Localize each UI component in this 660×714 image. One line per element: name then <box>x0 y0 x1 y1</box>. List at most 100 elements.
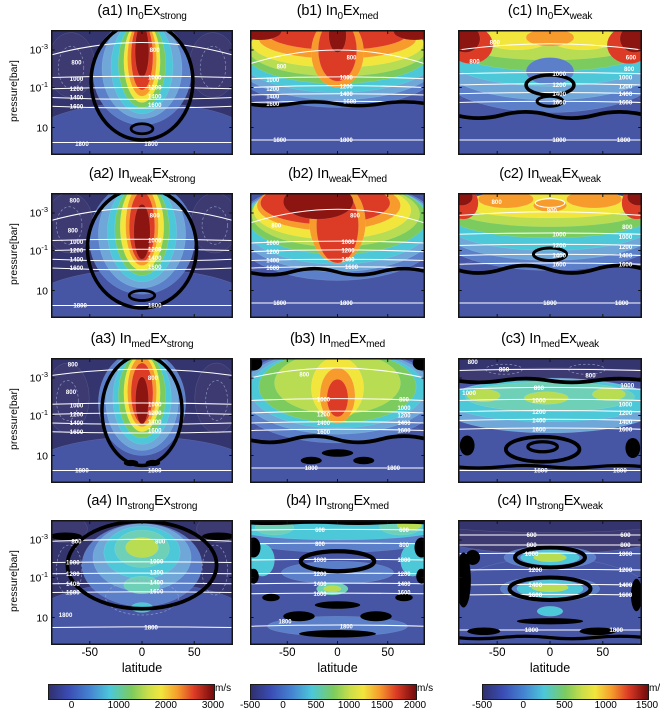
panel-frame <box>458 30 642 155</box>
temperature-contour-line <box>51 75 233 79</box>
title-ex-subscript: med <box>366 339 385 350</box>
temperature-contour-line <box>51 105 233 109</box>
x-tick-label: -50 <box>488 647 506 659</box>
wind-speed-blob <box>478 193 534 209</box>
temperature-contour-line <box>458 386 642 390</box>
wind-speed-blob <box>135 376 149 425</box>
temperature-contour-line <box>51 41 233 56</box>
contour-label: 800 <box>150 47 161 54</box>
dashed-negative-contour <box>201 544 228 596</box>
title-ex-word: Ex <box>559 331 577 347</box>
wind-speed-blob <box>134 30 150 78</box>
contour-label: 1800 <box>144 141 158 148</box>
wind-speed-blob <box>458 520 642 533</box>
temperature-contour-line <box>458 253 642 257</box>
contour-label: 1000 <box>313 558 327 564</box>
contour-label: 1600 <box>313 592 327 598</box>
temperature-contour-line <box>250 624 425 627</box>
temperature-contour-line <box>51 368 233 377</box>
colorbar-unit-c: m/s <box>649 683 660 694</box>
title-in-subscript: strong <box>326 501 354 512</box>
wind-speed-blob <box>627 193 642 206</box>
zero-wind-contour-band <box>458 110 642 120</box>
temperature-contour-line <box>458 211 642 217</box>
zero-wind-contour-ring <box>298 549 377 574</box>
dashed-negative-contour <box>57 45 85 90</box>
y-tick-label: 10-1 <box>16 80 48 95</box>
zero-wind-contour-patch <box>579 627 617 635</box>
title-ex-word: Ex <box>351 166 368 182</box>
contour-label: 1200 <box>148 246 162 253</box>
temperature-contour-line <box>51 561 233 564</box>
contour-label: 1800 <box>144 625 158 632</box>
contour-panel-c3: 800 800 800 800 1000 1000 1000 1000 1200 1200 1400… <box>458 358 642 483</box>
wind-speed-blob <box>318 30 357 82</box>
contour-label: 800 <box>399 397 409 403</box>
wind-speed-blob <box>133 204 151 260</box>
panel-title-b1: (b1) In0Exmed <box>228 3 448 22</box>
y-tick-label: 10-1 <box>16 570 48 585</box>
contour-label: 1200 <box>70 86 84 93</box>
contour-label: 800 <box>68 228 79 235</box>
title-ex-subscript: med <box>369 501 389 512</box>
temperature-contour-line <box>51 538 233 542</box>
zero-wind-contour-patch <box>262 593 280 602</box>
contour-label: 800 <box>66 389 77 396</box>
contour-label: 1800 <box>340 624 354 630</box>
contour-label: 1600 <box>148 264 162 271</box>
temperature-contour-line <box>458 593 642 596</box>
contour-label: 1800 <box>278 619 292 625</box>
contour-label: 1200 <box>341 249 355 255</box>
wind-speed-blob <box>323 585 342 593</box>
colorbar-tick-label: 1000 <box>107 700 130 711</box>
title-tag: (b2) <box>288 166 314 182</box>
contour-label: 1600 <box>345 265 359 271</box>
ytick-base: 10 <box>36 122 48 134</box>
contour-label: 600 <box>626 55 637 62</box>
contour-label: 1200 <box>397 572 411 578</box>
contour-label: 1600 <box>528 592 542 599</box>
ytick-base: 10 <box>29 44 42 57</box>
title-in-subscript: strong <box>537 501 564 512</box>
contour-label: 1800 <box>525 627 539 634</box>
contour-label: 1800 <box>59 612 73 619</box>
contour-label: 800 <box>622 224 633 231</box>
contour-label: 1000 <box>462 390 476 397</box>
contour-label: 1000 <box>525 551 539 558</box>
temperature-contour-ring <box>534 198 566 208</box>
y-tick-label: 10 <box>16 610 48 624</box>
temperature-contour-line <box>51 267 233 271</box>
title-in-subscript: med <box>540 339 560 350</box>
ytick-exponent: -1 <box>41 569 48 579</box>
title-tag: (a2) <box>88 166 114 182</box>
contour-label: 1200 <box>148 85 162 92</box>
panel-frame <box>250 30 425 155</box>
colorbar-tick-label: 500 <box>556 700 573 711</box>
contour-label: 800 <box>68 361 79 368</box>
contour-label: 1600 <box>266 102 280 108</box>
zero-wind-contour-ring <box>89 30 195 142</box>
contour-label: 1600 <box>619 592 633 599</box>
ytick-exponent: -1 <box>41 407 48 417</box>
contour-label: 1600 <box>552 100 566 107</box>
colorbar-tick-label: 1500 <box>370 700 394 711</box>
contour-label: 1200 <box>340 84 354 90</box>
contour-label: 600 <box>399 528 409 534</box>
title-ex-subscript: strong <box>160 11 187 22</box>
temperature-contour-line <box>458 100 642 104</box>
wind-speed-blob <box>458 30 481 53</box>
zero-wind-contour-patch <box>416 568 425 584</box>
y-tick-label: 10-1 <box>16 408 48 423</box>
dashed-negative-contour <box>105 579 179 616</box>
contour-label: 1200 <box>397 414 411 420</box>
contour-label: 1600 <box>317 430 331 436</box>
dashed-negative-contour <box>199 45 227 90</box>
temperature-contour-line <box>51 572 233 575</box>
contour-label: 1200 <box>619 567 633 574</box>
ytick-base: 10 <box>29 82 42 94</box>
title-ex-subscript: weak <box>569 11 593 22</box>
contour-label: 1200 <box>70 411 84 418</box>
contour-label: 1600 <box>148 102 162 109</box>
